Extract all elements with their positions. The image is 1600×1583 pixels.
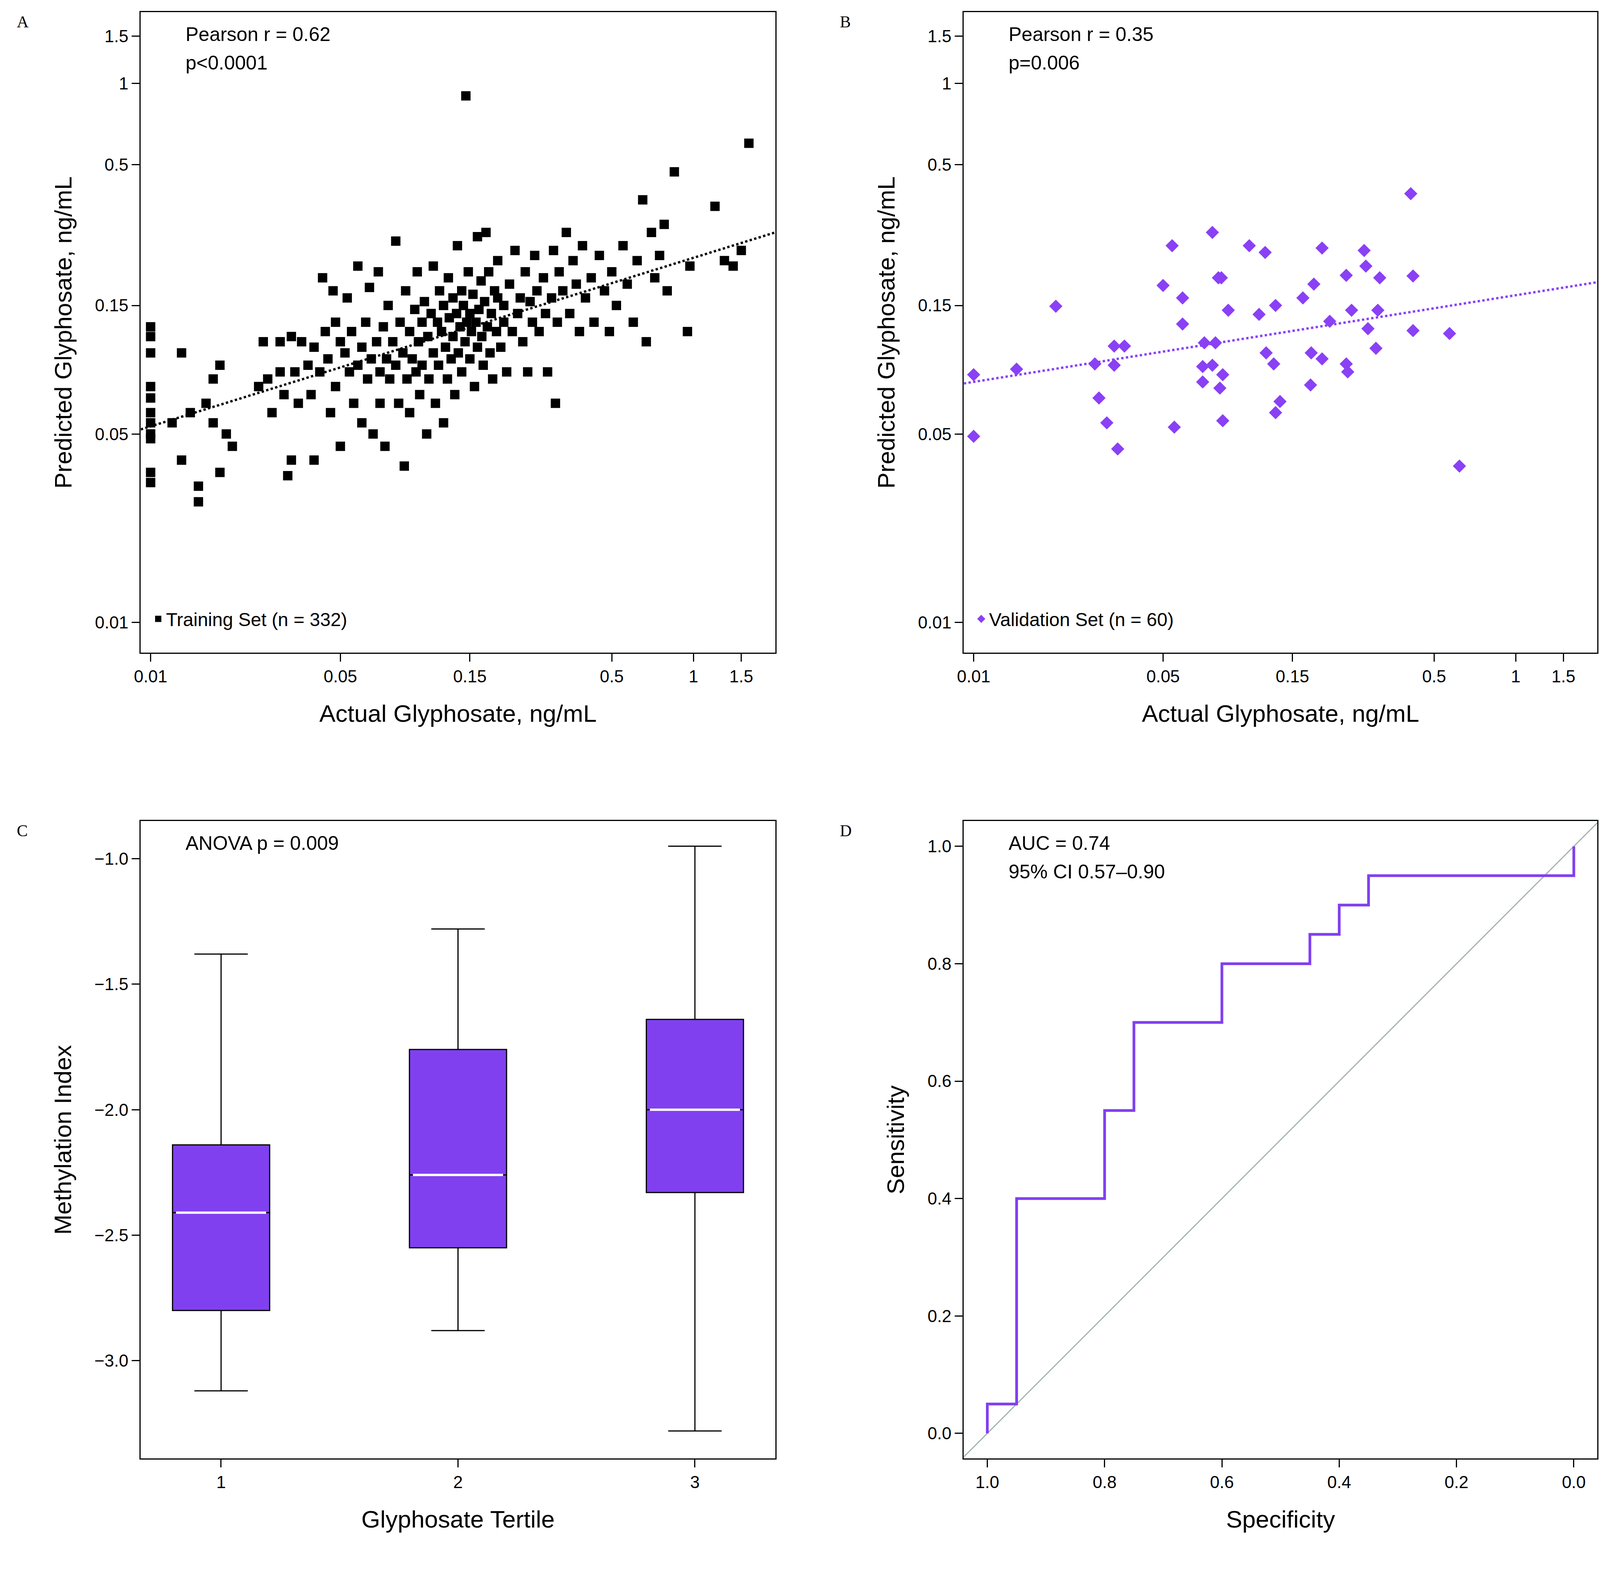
svg-text:0.6: 0.6 — [1209, 1472, 1234, 1492]
svg-text:AUC = 0.74: AUC = 0.74 — [1008, 832, 1111, 855]
svg-text:Validation Set (n = 60): Validation Set (n = 60) — [989, 609, 1174, 631]
svg-text:−1.0: −1.0 — [94, 849, 129, 869]
svg-text:Actual Glyphosate, ng/mL: Actual Glyphosate, ng/mL — [319, 700, 597, 727]
svg-text:Pearson r = 0.35: Pearson r = 0.35 — [1008, 23, 1154, 46]
svg-text:0.01: 0.01 — [957, 666, 991, 686]
svg-text:95% CI 0.57–0.90: 95% CI 0.57–0.90 — [1008, 860, 1165, 883]
svg-text:−1.5: −1.5 — [94, 974, 129, 994]
svg-text:0.15: 0.15 — [453, 666, 487, 686]
svg-text:−3.0: −3.0 — [94, 1351, 129, 1371]
svg-text:2: 2 — [453, 1472, 463, 1492]
svg-text:1.5: 1.5 — [927, 26, 952, 46]
svg-text:B: B — [839, 12, 851, 31]
svg-text:1.5: 1.5 — [104, 26, 129, 46]
svg-text:Predicted Glyphosate, ng/mL: Predicted Glyphosate, ng/mL — [872, 176, 900, 490]
svg-text:0.5: 0.5 — [1422, 666, 1447, 686]
svg-text:0.05: 0.05 — [94, 424, 129, 444]
svg-text:Methylation Index: Methylation Index — [49, 1044, 77, 1235]
svg-text:Predicted Glyphosate, ng/mL: Predicted Glyphosate, ng/mL — [49, 176, 77, 490]
svg-text:1: 1 — [216, 1472, 226, 1492]
svg-text:3: 3 — [690, 1472, 700, 1492]
svg-text:Pearson r = 0.62: Pearson r = 0.62 — [185, 23, 331, 46]
svg-text:1: 1 — [688, 666, 699, 686]
svg-text:Training Set (n = 332): Training Set (n = 332) — [166, 609, 348, 631]
svg-text:1: 1 — [941, 73, 952, 93]
svg-text:0.05: 0.05 — [1146, 666, 1181, 686]
svg-text:0.6: 0.6 — [927, 1071, 952, 1091]
svg-text:0.0: 0.0 — [1561, 1472, 1586, 1492]
svg-text:0.2: 0.2 — [927, 1306, 952, 1326]
svg-text:Sensitivity: Sensitivity — [882, 1085, 909, 1195]
svg-text:0.15: 0.15 — [917, 295, 952, 315]
svg-text:0.01: 0.01 — [917, 612, 952, 633]
svg-text:0.01: 0.01 — [133, 666, 168, 686]
svg-text:−2.0: −2.0 — [94, 1100, 129, 1120]
svg-text:0.2: 0.2 — [1444, 1472, 1469, 1492]
svg-text:0.15: 0.15 — [94, 295, 129, 315]
svg-text:1.5: 1.5 — [1551, 666, 1576, 686]
svg-text:Specificity: Specificity — [1226, 1505, 1336, 1533]
svg-text:0.8: 0.8 — [1092, 1472, 1117, 1492]
svg-text:0.5: 0.5 — [600, 666, 624, 686]
svg-text:0.8: 0.8 — [927, 954, 952, 974]
svg-text:A: A — [16, 12, 29, 31]
svg-text:ANOVA p = 0.009: ANOVA p = 0.009 — [185, 832, 339, 855]
svg-text:Glyphosate Tertile: Glyphosate Tertile — [361, 1505, 555, 1533]
svg-text:p=0.006: p=0.006 — [1008, 51, 1080, 74]
svg-text:0.5: 0.5 — [927, 155, 952, 175]
svg-text:0.05: 0.05 — [323, 666, 358, 686]
svg-text:C: C — [16, 821, 28, 840]
svg-text:1.0: 1.0 — [927, 836, 952, 856]
svg-text:0.4: 0.4 — [1327, 1472, 1352, 1492]
svg-text:Actual Glyphosate, ng/mL: Actual Glyphosate, ng/mL — [1141, 700, 1420, 727]
svg-text:0.05: 0.05 — [917, 424, 952, 444]
svg-text:0.4: 0.4 — [927, 1189, 952, 1209]
svg-text:p<0.0001: p<0.0001 — [185, 51, 268, 74]
svg-text:0.01: 0.01 — [94, 612, 129, 633]
svg-text:1: 1 — [1510, 666, 1521, 686]
svg-text:D: D — [839, 821, 852, 840]
svg-text:0.0: 0.0 — [927, 1423, 952, 1443]
svg-text:1: 1 — [118, 73, 129, 93]
svg-text:1.0: 1.0 — [975, 1472, 1000, 1492]
svg-text:0.5: 0.5 — [104, 155, 129, 175]
svg-text:1.5: 1.5 — [729, 666, 754, 686]
svg-text:−2.5: −2.5 — [94, 1225, 129, 1245]
svg-text:0.15: 0.15 — [1275, 666, 1310, 686]
